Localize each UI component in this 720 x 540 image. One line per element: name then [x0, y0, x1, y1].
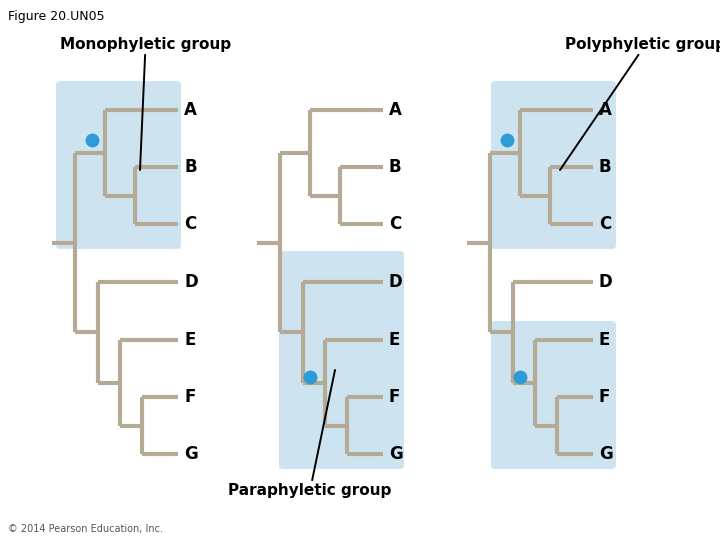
Text: E: E [389, 331, 400, 349]
Text: A: A [599, 101, 612, 119]
Text: C: C [389, 215, 401, 233]
Text: A: A [184, 101, 197, 119]
Text: E: E [599, 331, 611, 349]
Text: C: C [599, 215, 611, 233]
FancyBboxPatch shape [491, 81, 616, 249]
Text: Paraphyletic group: Paraphyletic group [228, 370, 392, 498]
Text: D: D [599, 273, 613, 291]
Text: G: G [599, 445, 613, 463]
Text: D: D [389, 273, 402, 291]
Text: E: E [184, 331, 195, 349]
Text: F: F [184, 388, 195, 406]
Text: G: G [184, 445, 198, 463]
Text: C: C [184, 215, 197, 233]
Text: D: D [184, 273, 198, 291]
Text: F: F [599, 388, 611, 406]
Text: A: A [389, 101, 402, 119]
FancyBboxPatch shape [491, 321, 616, 469]
FancyBboxPatch shape [56, 81, 181, 249]
Text: B: B [389, 158, 402, 176]
Text: B: B [184, 158, 197, 176]
FancyBboxPatch shape [279, 251, 404, 469]
Text: B: B [599, 158, 611, 176]
Text: F: F [389, 388, 400, 406]
Text: Monophyletic group: Monophyletic group [60, 37, 231, 170]
Text: G: G [389, 445, 402, 463]
Text: Figure 20.UN05: Figure 20.UN05 [8, 10, 104, 23]
Text: © 2014 Pearson Education, Inc.: © 2014 Pearson Education, Inc. [8, 524, 163, 534]
Text: Polyphyletic group: Polyphyletic group [560, 37, 720, 170]
